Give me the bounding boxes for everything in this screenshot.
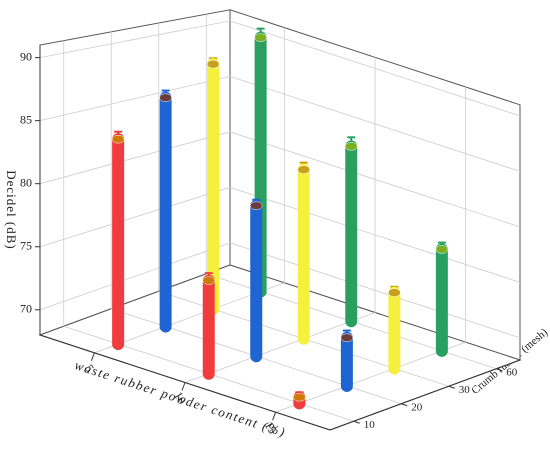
- x-tick: [181, 382, 186, 391]
- grid-line: [39, 131, 521, 228]
- z-tick-label: 90: [20, 49, 32, 63]
- grid-line: [94, 27, 285, 354]
- bar-top: [388, 288, 401, 297]
- grid-line: [184, 57, 376, 383]
- grid-line: [110, 31, 402, 405]
- z-tick-label: 75: [20, 238, 32, 252]
- axis-line: [329, 359, 521, 431]
- y-tick: [448, 385, 455, 389]
- y-tick: [401, 403, 408, 407]
- y-tick-label: 60: [506, 366, 518, 378]
- x-tick: [272, 412, 277, 421]
- bar-top: [340, 333, 354, 343]
- y-tick-label: 20: [411, 401, 423, 413]
- grid-line: [39, 242, 521, 339]
- z-tick-label: 70: [20, 302, 32, 316]
- z-axis-label: Decidel (dB): [4, 170, 19, 250]
- z-tick-label: 85: [20, 112, 32, 126]
- y-tick: [496, 368, 503, 372]
- grid-line: [39, 20, 521, 117]
- bar-top: [250, 201, 263, 210]
- bar-top: [159, 93, 172, 103]
- y-tick: [353, 420, 360, 424]
- bar-top: [111, 134, 125, 144]
- bar-top: [345, 142, 358, 151]
- bar-top: [293, 392, 306, 402]
- z-tick-label: 80: [20, 175, 32, 189]
- grid-line: [63, 40, 354, 422]
- bar-top: [435, 245, 449, 254]
- bar-top: [202, 276, 215, 285]
- grid-line: [275, 86, 467, 413]
- y-tick-label: 10: [364, 419, 376, 431]
- x-tick: [90, 352, 95, 361]
- axis-line: [39, 334, 331, 431]
- bar-top: [254, 33, 267, 42]
- bar-top: [206, 59, 220, 69]
- grid-line: [39, 186, 521, 283]
- y-tick-label: 30: [459, 384, 471, 396]
- grid-line: [39, 75, 521, 172]
- bar-top: [297, 165, 310, 174]
